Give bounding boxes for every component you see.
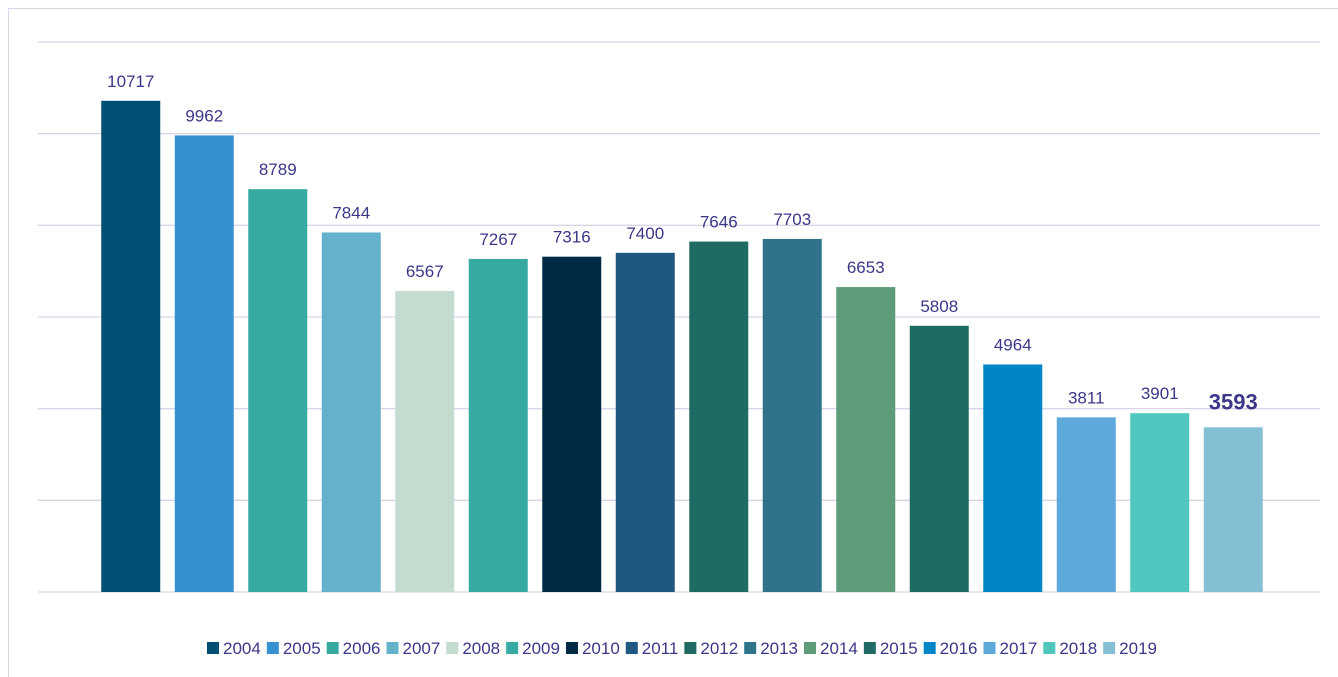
legend-label: 2013	[760, 639, 798, 658]
legend-label: 2004	[223, 639, 261, 658]
data-label: 6567	[406, 262, 444, 281]
legend-swatch	[923, 642, 936, 654]
bar	[321, 232, 381, 592]
legend-label: 2005	[283, 639, 321, 658]
bar	[101, 100, 161, 592]
legend-swatch	[446, 642, 459, 654]
bar	[615, 252, 675, 593]
legend-label: 2008	[462, 639, 500, 658]
data-label: 7267	[479, 230, 517, 249]
legend-label: 2019	[1119, 639, 1157, 658]
data-label: 10717	[107, 72, 154, 91]
legend-swatch	[1043, 642, 1056, 654]
legend-swatch	[506, 642, 519, 654]
legend-swatch	[744, 642, 757, 654]
bar	[468, 258, 528, 592]
legend-swatch	[983, 642, 996, 654]
data-label: 7646	[700, 213, 738, 232]
legend-label: 2018	[1059, 639, 1097, 658]
legend-swatch	[266, 642, 279, 654]
data-label: 6653	[847, 258, 885, 277]
legend-swatch	[1103, 642, 1116, 654]
legend-swatch	[565, 642, 578, 654]
legend-swatch	[684, 642, 697, 654]
bar	[174, 135, 234, 593]
legend: 2004 2005 2006 2007 2008 2009 2010 2011 2012 2013…	[207, 639, 1157, 658]
bar	[689, 241, 749, 592]
bar	[909, 325, 969, 592]
legend-label: 2011	[642, 639, 679, 658]
data-label: 9962	[185, 106, 223, 125]
data-label: 7400	[626, 224, 664, 243]
bar	[395, 291, 455, 592]
bar	[1056, 417, 1116, 592]
legend-swatch	[207, 642, 220, 654]
data-label: 4964	[994, 335, 1032, 354]
data-label: 7703	[773, 210, 811, 229]
data-label: 3901	[1141, 384, 1179, 403]
bar	[983, 364, 1043, 592]
legend-label: 2016	[940, 639, 978, 658]
legend-label: 2017	[1000, 639, 1038, 658]
legend-label: 2006	[343, 639, 381, 658]
legend-label: 2007	[402, 639, 440, 658]
bar	[1203, 427, 1263, 592]
data-label: 7316	[553, 228, 591, 247]
bar	[836, 287, 896, 592]
legend-swatch	[863, 642, 876, 654]
legend-swatch	[386, 642, 399, 654]
legend-label: 2014	[820, 639, 858, 658]
bar	[248, 189, 308, 592]
legend-label: 2015	[880, 639, 918, 658]
bar	[542, 256, 602, 592]
data-label: 7844	[332, 203, 370, 222]
legend-label: 2010	[582, 639, 620, 658]
legend-swatch	[804, 642, 817, 654]
data-label: 3811	[1068, 388, 1105, 407]
legend-label: 2012	[700, 639, 738, 658]
legend-swatch	[326, 642, 339, 654]
data-label: 3593	[1209, 389, 1258, 414]
bar	[1130, 413, 1190, 592]
data-label: 8789	[259, 160, 297, 179]
legend-swatch	[625, 642, 638, 654]
data-label: 5808	[920, 297, 958, 316]
legend-label: 2009	[522, 639, 560, 658]
bar	[762, 238, 822, 592]
